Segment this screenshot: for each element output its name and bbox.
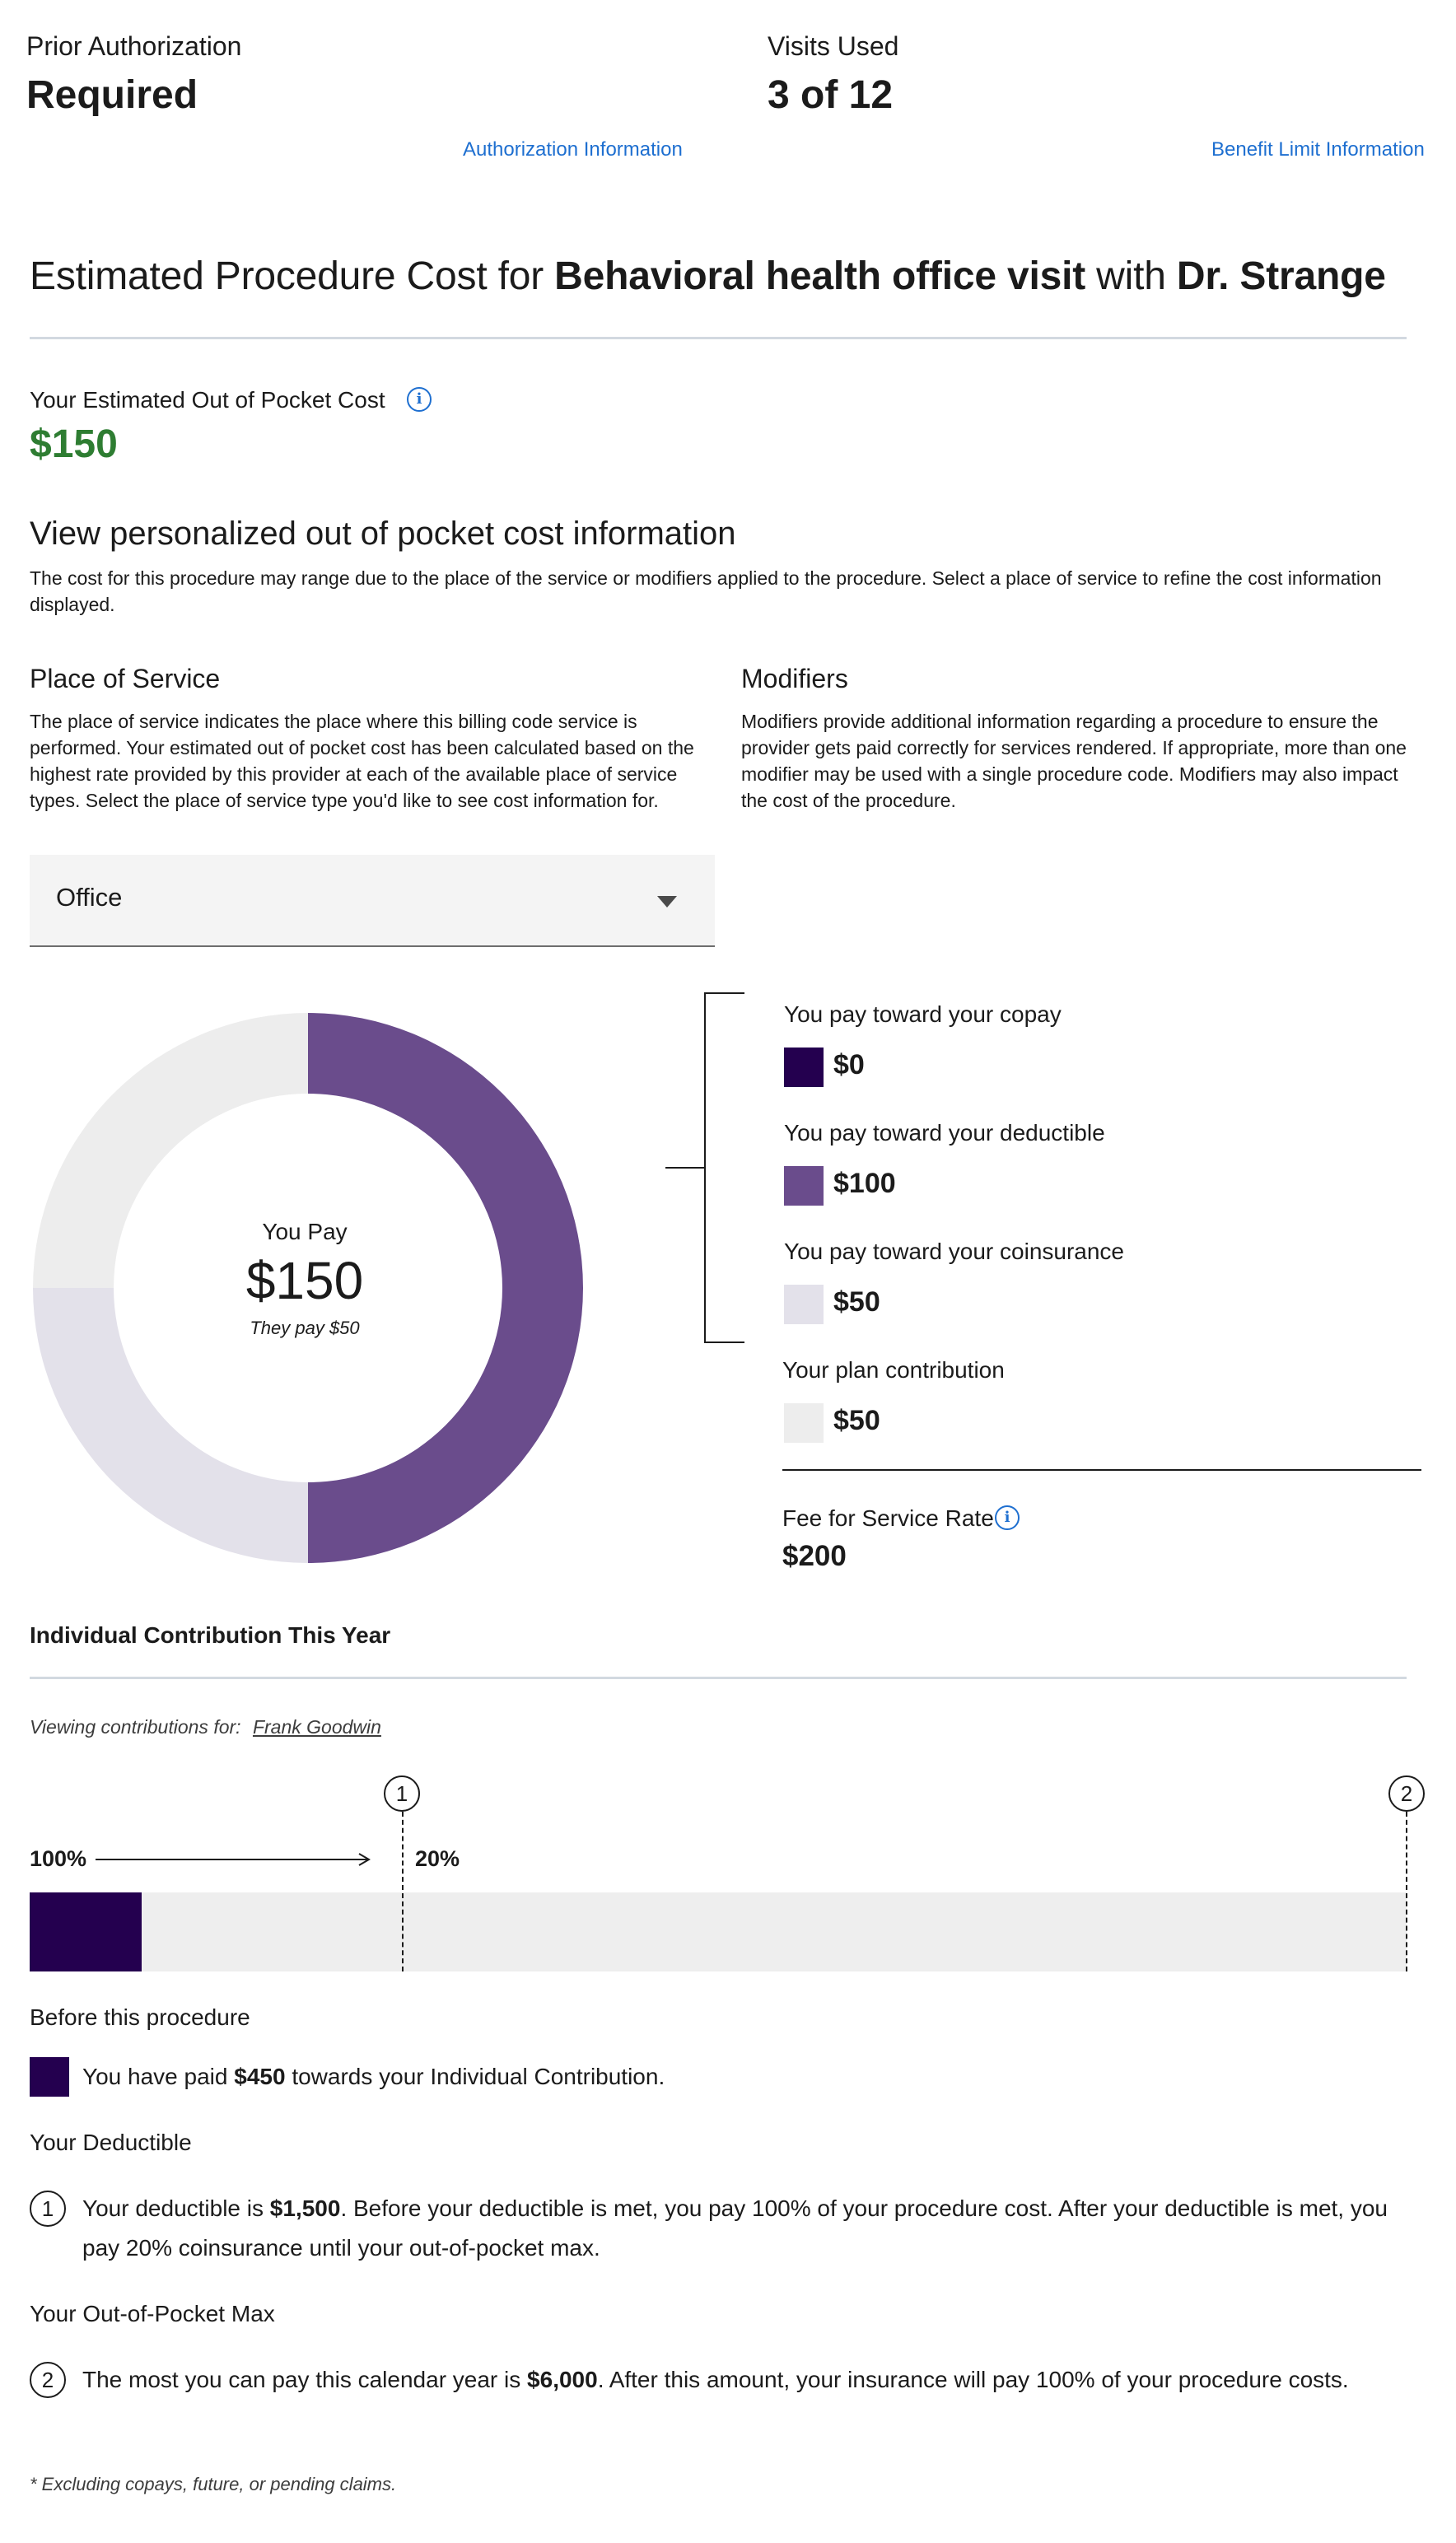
marker-deductible: 1 [384, 1775, 420, 1812]
modifiers-text: Modifiers provide additional information… [741, 711, 1407, 811]
donut-slice-1 [308, 1013, 583, 1563]
page-title: Estimated Procedure Cost for Behavioral … [30, 254, 1386, 299]
paid-post: towards your Individual Contribution. [285, 2064, 665, 2089]
footnote: * Excluding copays, future, or pending c… [30, 2474, 397, 2494]
personalized-heading: View personalized out of pocket cost inf… [30, 516, 736, 552]
place-of-service-text: The place of service indicates the place… [30, 711, 694, 811]
legend-coinsurance-label: You pay toward your coinsurance [784, 1239, 1124, 1264]
pct-after-label: 20% [415, 1846, 460, 1871]
oop-post: . After this amount, your insurance will… [597, 2367, 1349, 2392]
donut-slice-3 [32, 1013, 309, 1288]
authorization-information-link[interactable]: Authorization Information [463, 138, 683, 161]
legend-divider [782, 1469, 1421, 1471]
oop-max-heading: Your Out-of-Pocket Max [30, 2301, 275, 2326]
legend-copay-value: $0 [833, 1049, 865, 1080]
legend-coinsurance-swatch [784, 1285, 824, 1324]
place-of-service-selected: Office [56, 883, 123, 912]
caret-down-icon [657, 896, 677, 908]
donut-slice-2 [33, 1288, 309, 1563]
paid-swatch [30, 2057, 69, 2097]
legend-deductible-label: You pay toward your deductible [784, 1120, 1105, 1146]
viewing-label: Viewing contributions for: [30, 1716, 241, 1738]
contribution-divider [30, 1677, 1407, 1679]
donut-center-sub: They pay $50 [250, 1318, 360, 1338]
member-link[interactable]: Frank Goodwin [252, 1716, 381, 1738]
deductible-heading: Your Deductible [30, 2130, 192, 2155]
info-icon[interactable]: i [995, 1505, 1020, 1530]
contribution-progress-track [30, 1892, 1407, 1971]
prior-auth-value: Required [26, 73, 198, 117]
oop-max-text: The most you can pay this calendar year … [82, 2360, 1349, 2400]
oop-value: $6,000 [527, 2367, 598, 2392]
benefit-limit-information-link[interactable]: Benefit Limit Information [1211, 138, 1425, 161]
donut-center: You Pay $150 They pay $50 [140, 1219, 469, 1339]
before-procedure-heading: Before this procedure [30, 2004, 250, 2030]
pct-before-label: 100% [30, 1846, 87, 1871]
deductible-value: $1,500 [269, 2195, 341, 2221]
deductible-number: 1 [30, 2191, 66, 2227]
estimate-label: Your Estimated Out of Pocket Cost [30, 387, 385, 413]
info-icon[interactable]: i [407, 387, 432, 412]
legend-plan-swatch [784, 1403, 824, 1443]
contribution-heading: Individual Contribution This Year [30, 1622, 391, 1648]
legend-bracket [665, 992, 744, 1343]
personalized-text: The cost for this procedure may range du… [30, 567, 1382, 615]
legend-plan-value: $50 [833, 1405, 880, 1436]
prior-auth-label: Prior Authorization [26, 31, 242, 61]
cost-donut-chart [32, 1013, 583, 1563]
fee-label: Fee for Service Rate [782, 1505, 994, 1531]
paid-value: $450 [234, 2064, 286, 2089]
title-procedure: Behavioral health office visit [554, 254, 1086, 298]
title-middle: with [1085, 254, 1177, 298]
deductible-post: . Before your deductible is met, you pay… [82, 2195, 1388, 2261]
modifiers-heading: Modifiers [741, 664, 848, 693]
paid-pre: You have paid [82, 2064, 235, 2089]
title-prefix: Estimated Procedure Cost for [30, 254, 555, 298]
legend-deductible-swatch [784, 1166, 824, 1206]
estimate-value: $150 [30, 422, 118, 466]
place-of-service-heading: Place of Service [30, 664, 221, 693]
place-of-service-select[interactable]: Office [30, 855, 715, 947]
visits-used-value: 3 of 12 [768, 73, 894, 117]
oop-max-number: 2 [30, 2362, 66, 2398]
donut-center-value: $150 [245, 1251, 364, 1310]
legend-plan-label: Your plan contribution [782, 1357, 1005, 1383]
oop-pre: The most you can pay this calendar year … [82, 2367, 528, 2392]
paid-text: You have paid $450 towards your Individu… [82, 2057, 665, 2097]
title-provider: Dr. Strange [1176, 254, 1386, 298]
marker-oop-max-line [1406, 1812, 1407, 1971]
legend-copay-swatch [784, 1048, 824, 1087]
legend-copay-label: You pay toward your copay [784, 1001, 1062, 1027]
arrow-right-icon [96, 1853, 371, 1866]
fee-value: $200 [782, 1540, 847, 1572]
title-divider [30, 337, 1407, 339]
contribution-progress-fill [30, 1892, 142, 1971]
donut-center-label: You Pay [262, 1219, 348, 1244]
legend-coinsurance-value: $50 [833, 1286, 880, 1318]
deductible-pre: Your deductible is [82, 2195, 270, 2221]
deductible-text: Your deductible is $1,500. Before your d… [82, 2189, 1416, 2268]
viewing-contributions: Viewing contributions for: Frank Goodwin [30, 1716, 381, 1738]
visits-used-label: Visits Used [768, 31, 899, 61]
legend-deductible-value: $100 [833, 1168, 896, 1199]
marker-oop-max: 2 [1388, 1775, 1425, 1812]
marker-deductible-line [402, 1812, 404, 1971]
